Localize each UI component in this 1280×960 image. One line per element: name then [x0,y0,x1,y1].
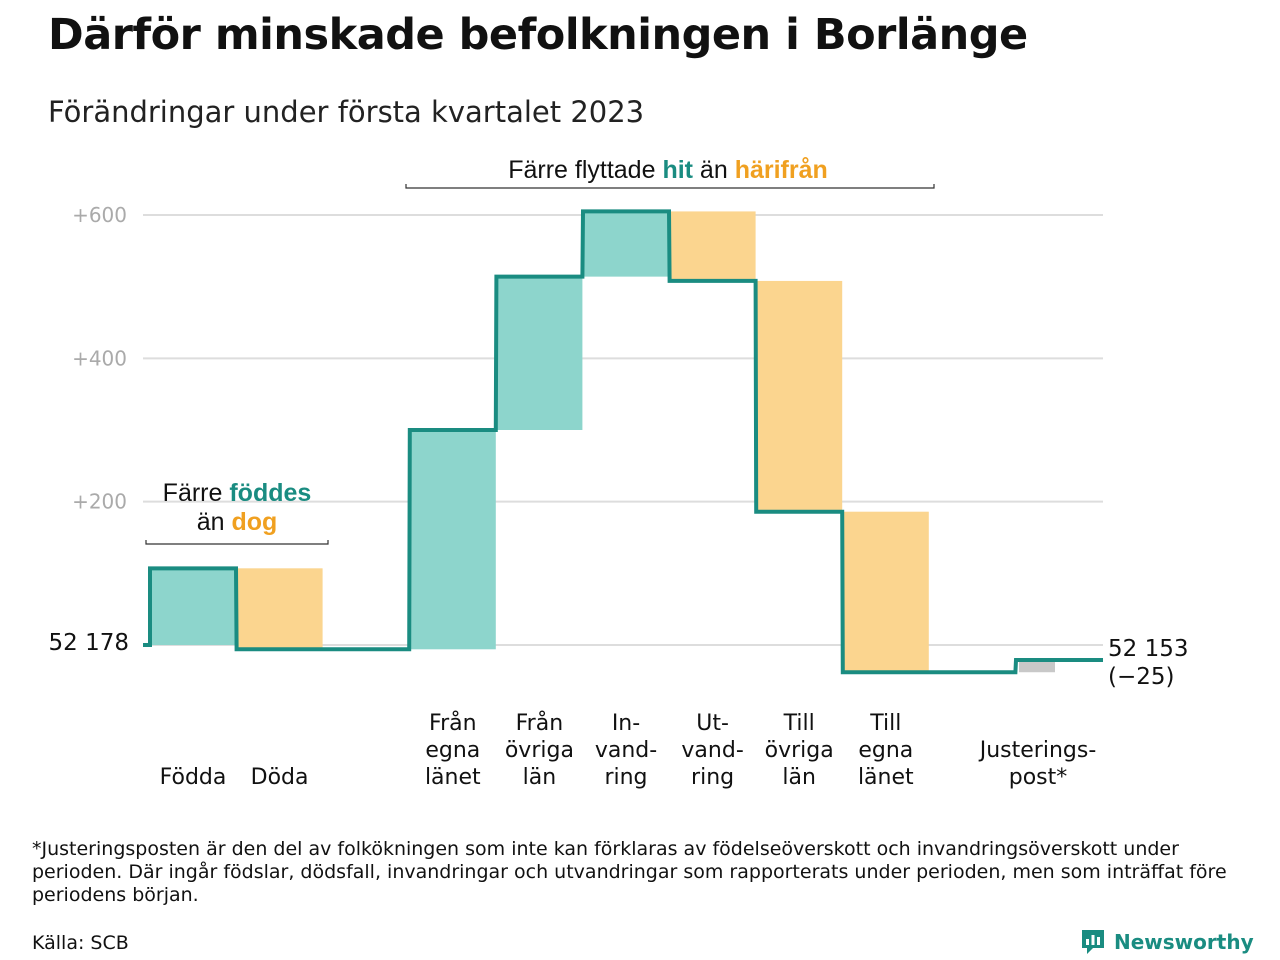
annotation-moves-line1: Färre flyttade hit än härifrån [508,156,828,184]
annotation-moves-bracket [405,184,935,189]
bar-invandring [583,211,669,277]
y-tick-label: +600 [72,203,127,227]
annotation-births-line2: än dog [197,508,278,536]
category-label-doda: Döda [251,765,309,790]
category-label-justering: Justerings-post* [978,738,1097,790]
category-label-fran-egna: Från egna länet [425,710,481,790]
source-label: Källa: SCB [32,932,129,954]
start-value-label: 52 178 [49,630,129,656]
brand-logo: Newsworthy [1080,928,1254,956]
y-tick-label: +200 [72,490,127,514]
bar-till-egna [842,511,929,673]
cumulative-step-line [143,209,1103,675]
annotation-births-line1: Färre föddes [163,479,312,507]
category-label-utvandring: Ut-vand-ring [681,711,743,790]
category-label-fran-ovriga: Från övriga län [505,710,574,790]
end-change-label: (−25) [1108,664,1174,690]
bar-utvandring [669,211,756,281]
bar-fodda [150,568,236,645]
category-label-fodda: Födda [160,765,227,790]
category-label-till-ovriga: Till övriga län [765,711,834,790]
bar-doda [236,568,323,650]
end-value-label: 52 153 [1108,636,1188,662]
waterfall-chart: +200 +400 +600 Födda Döda Från egna länet Från öv… [49,156,1189,790]
bar-fran-egna [409,430,496,650]
bar-justering [1019,660,1055,673]
brand-name: Newsworthy [1114,930,1254,954]
category-label-till-egna: Till egna länet [858,711,914,790]
bar-fran-ovriga [496,276,583,430]
chart-subtitle: Förändringar under första kvartalet 2023 [48,95,645,129]
category-label-invandring: In-vand-ring [595,711,657,790]
y-tick-label: +400 [72,346,127,370]
annotation-births-bracket [145,540,329,545]
footnote: *Justeringsposten är den del av folkökni… [32,838,1227,906]
newsworthy-logo-icon [1082,930,1104,954]
bar-till-ovriga [756,280,843,512]
chart-title: Därför minskade befolkningen i Borlänge [48,10,1028,60]
